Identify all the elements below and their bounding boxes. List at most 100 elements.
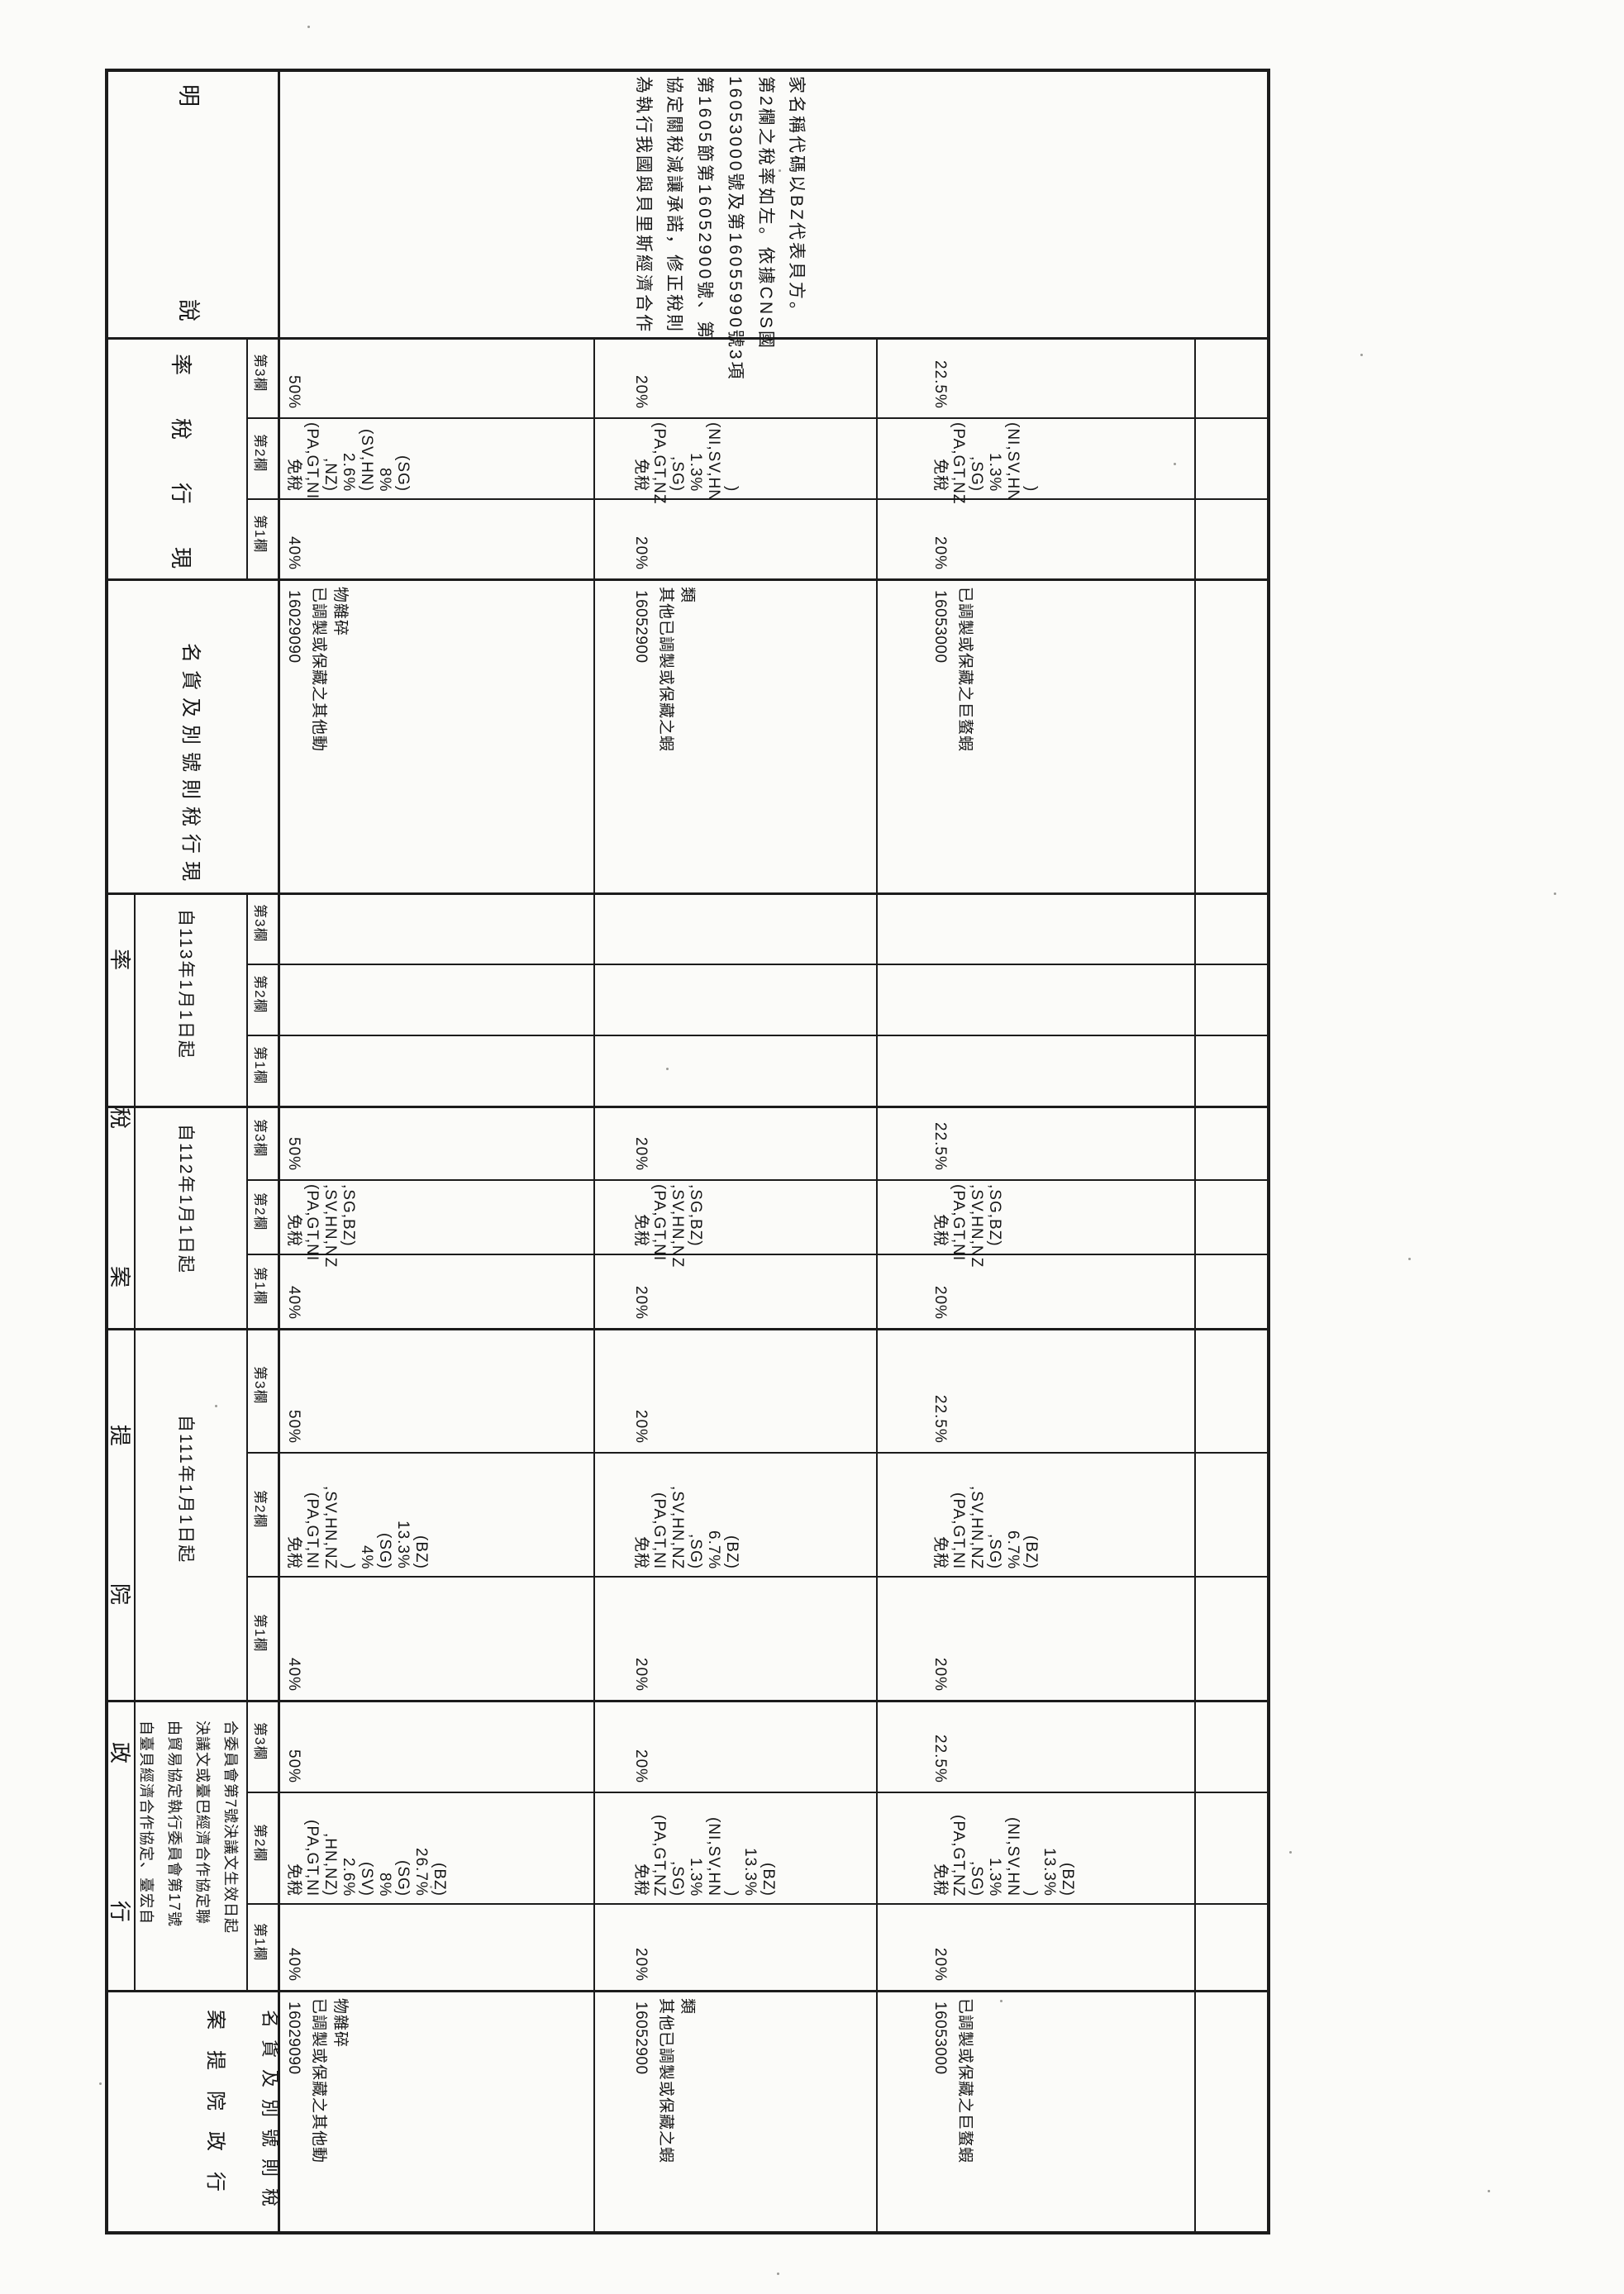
rate-subcolumn-border	[246, 498, 1267, 500]
rate-subcolumn-label: 第3欄	[252, 1366, 268, 1405]
row3-y111-rate-col3-rate-value: 22.5%	[931, 1395, 949, 1444]
row3-effective-rate-col2-rate-line: 1.3%	[986, 1857, 1003, 1897]
current-code-header-char: 名	[179, 643, 202, 663]
rate-subcolumn-border	[246, 1792, 1267, 1793]
row3-y112-rate-col2-rate-line: 免稅	[931, 1213, 949, 1247]
current-code-header-char: 則	[179, 779, 202, 799]
scan-speckle	[1289, 1851, 1292, 1854]
header-inner-border-1	[134, 892, 136, 1990]
row2-y111-rate-col3-rate-value: 20%	[632, 1409, 650, 1444]
current-code-header-char: 現	[179, 861, 202, 881]
table-outer-border-left	[105, 69, 108, 2231]
row2-proposal-tariff-code: 16052900	[632, 2001, 650, 2075]
row1-effective-rate-col1-rate-value: 40%	[285, 1947, 302, 1982]
rate-subcolumn-border	[246, 964, 1267, 965]
row3-y111-rate-col2-rate-line: ,SG)	[986, 1533, 1003, 1569]
row1-y111-rate-col3-rate-value: 50%	[285, 1409, 302, 1444]
current-rate-header-char: 率	[169, 353, 194, 376]
current-code-header-char: 別	[179, 725, 202, 745]
row1-current-rate-col3-rate-value: 50%	[285, 374, 302, 409]
rate-subcolumn-label: 第2欄	[252, 434, 268, 473]
row2-y112-rate-col1-rate-value: 20%	[632, 1285, 650, 1320]
row2-current-goods-description-line: 其他已調製或保藏之蝦	[657, 587, 674, 753]
row2-effective-rate-col3-rate-value: 20%	[632, 1749, 650, 1783]
row1-effective-rate-col2-rate-line: 8%	[376, 1872, 393, 1897]
row3-current-rate-col2-rate-line: ,SG)	[968, 455, 985, 492]
row2-effective-rate-col1-rate-value: 20%	[632, 1947, 650, 1982]
row1-effective-rate-col2-rate-line: 2.6%	[340, 1857, 357, 1897]
current-rate-header-char: 現	[169, 546, 194, 569]
row1-y111-rate-col2-rate-line: (BZ)	[412, 1535, 430, 1569]
row2-effective-rate-col2-rate-line: ,SG)	[669, 1860, 686, 1897]
current-rate-header-char: 行	[169, 482, 194, 505]
rate-subcolumn-border	[246, 1903, 1267, 1905]
row2-effective-rate-col2-rate-line: 1.3%	[687, 1857, 704, 1897]
row1-y111-rate-col2-rate-line: 4%	[358, 1544, 375, 1569]
scan-speckle	[430, 1886, 432, 1888]
proposal-col-header-line2-char: 則	[260, 2158, 281, 2177]
row1-effective-rate-col2-rate-line: (SG)	[394, 1859, 412, 1897]
row1-proposal-tariff-code: 16029090	[285, 2001, 302, 2075]
row3-proposal-tariff-code: 16053000	[931, 2001, 949, 2075]
row3-y111-rate-col2-rate-line: 免稅	[931, 1535, 949, 1569]
proposal-span-header-char: 提	[107, 1424, 133, 1447]
date-header-112: 自112年1月1日起	[176, 1124, 195, 1274]
row3-current-goods-description-line: 已調製或保藏之巨螯蝦	[956, 587, 974, 753]
current-code-header-char: 稅	[179, 807, 202, 826]
row1-y112-rate-col3-rate-value: 50%	[285, 1136, 302, 1171]
rate-subcolumn-label: 第2欄	[252, 1192, 268, 1231]
column-border	[105, 1990, 1267, 1992]
rate-subcolumn-label: 第1欄	[252, 514, 268, 553]
row2-y111-rate-col1-rate-value: 20%	[632, 1657, 650, 1692]
row3-current-rate-col2-rate-line: 免稅	[931, 458, 949, 492]
scan-speckle	[1408, 1258, 1411, 1260]
proposal-col-header-line1-char: 政	[204, 2131, 226, 2151]
scan-speckle	[1000, 2000, 1002, 2002]
row1-current-rate-col2-rate-line: 8%	[376, 467, 393, 492]
column-border	[105, 1328, 1267, 1330]
row1-y112-rate-col2-rate-line: (PA,GT,NI	[303, 1184, 321, 1262]
row2-y112-rate-col2-rate-line: (PA,GT,NI	[650, 1184, 668, 1262]
row2-y111-rate-col2-rate-line: 免稅	[632, 1535, 650, 1569]
scan-speckle	[99, 2082, 102, 2085]
proposal-col-header-line1-char: 行	[204, 2172, 226, 2192]
row1-current-tariff-code: 16029090	[285, 590, 302, 664]
row1-current-rate-col2-rate-line: 免稅	[285, 458, 302, 492]
scan-speckle	[1554, 892, 1556, 895]
row2-y112-rate-col2-rate-line: ,SG,BZ)	[687, 1184, 704, 1247]
data-row-border	[593, 337, 595, 2231]
note-text-line: 協定關稅減讓承諾，修正稅則	[664, 76, 683, 334]
note-column-header-char: 明	[176, 84, 201, 107]
row1-current-rate-col2-rate-line: (SV,HN)	[358, 429, 375, 492]
header-inner-border-2	[246, 337, 248, 578]
row3-y112-rate-col2-rate-line: ,SV,HN,NZ	[968, 1184, 985, 1268]
row2-effective-rate-col2-rate-line: (BZ)	[760, 1863, 777, 1897]
row1-proposal-goods-description-line: 已調製或保藏之其他動	[310, 1998, 327, 2164]
proposal-span-header-char: 案	[107, 1265, 133, 1288]
row3-effective-rate-col1-rate-value: 20%	[931, 1947, 949, 1982]
row3-y111-rate-col2-rate-line: (BZ)	[1022, 1535, 1040, 1569]
row1-current-rate-col2-rate-line: ,NZ)	[321, 458, 339, 492]
header-inner-border-2b	[246, 892, 248, 1990]
effective-clause-line: 合委員會第7號決議文生效日起	[222, 1720, 239, 1935]
row1-y112-rate-col1-rate-value: 40%	[285, 1285, 302, 1320]
row3-effective-rate-col2-rate-line: (PA,GT,NZ	[950, 1814, 967, 1897]
row3-proposal-goods-description-line: 已調製或保藏之巨螯蝦	[956, 1998, 974, 2164]
row1-y111-rate-col2-rate-line: 免稅	[285, 1535, 302, 1569]
row2-y112-rate-col2-rate-line: ,SV,HN,NZ	[669, 1184, 686, 1268]
data-row-border	[1194, 337, 1196, 2231]
row1-effective-rate-col2-rate-line: (BZ)	[431, 1863, 448, 1897]
note-text-line: 16053000號及第16055990號3項	[726, 76, 745, 382]
row1-current-rate-col2-rate-line: 2.6%	[340, 452, 357, 492]
rate-subcolumn-label: 第3欄	[252, 904, 268, 943]
scan-speckle	[1360, 354, 1363, 356]
row1-y111-rate-col2-rate-line: 13.3%	[394, 1521, 412, 1569]
row1-effective-rate-col2-rate-line: (SV)	[358, 1862, 375, 1897]
current-code-header-char: 行	[179, 834, 202, 854]
proposal-col-header-line1-char: 院	[204, 2091, 226, 2111]
row2-current-rate-col2-rate-line: ,SG)	[669, 455, 686, 492]
row3-y111-rate-col2-rate-line: 6.7%	[1004, 1530, 1022, 1569]
row1-current-rate-col2-rate-line: (SG)	[394, 455, 412, 492]
row3-y111-rate-col1-rate-value: 20%	[931, 1657, 949, 1692]
